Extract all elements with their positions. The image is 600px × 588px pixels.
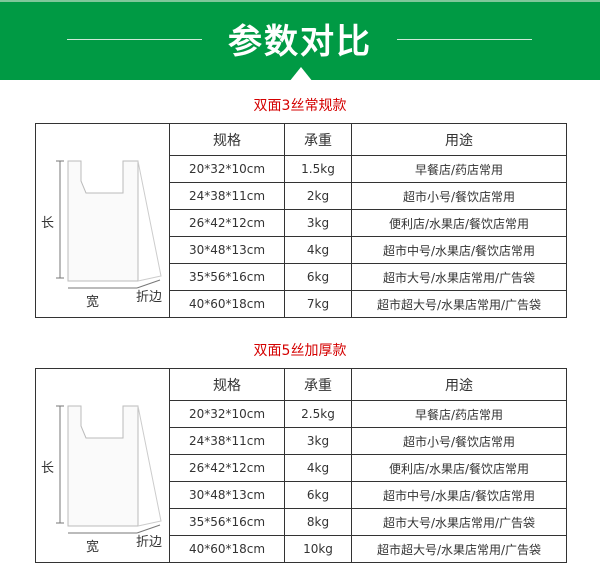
spec-cell: 35*56*16cm [169,263,285,291]
usage-cell: 便利店/水果店/餐饮店常用 [351,209,567,237]
table-row: 40*60*18cm 10kg 超市超大号/水果店常用/广告袋 [36,535,567,563]
usage-cell: 便利店/水果店/餐饮店常用 [351,454,567,482]
weight-cell: 10kg [284,535,352,563]
fold-label: 折边 [136,534,163,550]
bag-diagram [56,160,162,288]
table-row: 24*38*11cm 2kg 超市小号/餐饮店常用 [36,182,567,210]
notch-triangle [289,67,313,82]
divider [397,39,532,40]
width-label: 宽 [86,539,100,555]
weight-cell: 1.5kg [284,155,352,183]
spec-cell: 30*48*13cm [169,481,285,509]
header-usage: 用途 [351,368,567,401]
fold-label: 折边 [136,289,163,305]
table-row: 20*32*10cm 2.5kg 早餐店/药店常用 [36,400,567,428]
weight-cell: 6kg [284,481,352,509]
header-usage: 用途 [351,123,567,156]
weight-cell: 4kg [284,454,352,482]
weight-cell: 6kg [284,263,352,291]
spec-cell: 30*48*13cm [169,236,285,264]
weight-cell: 8kg [284,508,352,536]
usage-cell: 早餐店/药店常用 [351,400,567,428]
header-weight: 承重 [284,368,352,401]
spec-cell: 20*32*10cm [169,155,285,183]
usage-cell: 超市小号/餐饮店常用 [351,182,567,210]
table-header: 长 宽 折边 规格 承重 用途 [35,368,567,563]
diagram-cell: 长 宽 折边 [35,123,170,318]
table-row: 30*48*13cm 4kg 超市中号/水果店/餐饮店常用 [36,236,567,264]
weight-cell: 7kg [284,290,352,318]
width-label: 宽 [86,294,100,310]
table-header: 长 宽 折边 规格 承重 用途 [35,123,567,318]
page-title: 参数对比 [228,22,372,62]
length-label: 长 [41,215,55,231]
spec-cell: 40*60*18cm [169,290,285,318]
table-row: 30*48*13cm 6kg 超市中号/水果店/餐饮店常用 [36,481,567,509]
section-title: 双面3丝常规款 [253,98,347,114]
table-row: 20*32*10cm 1.5kg 早餐店/药店常用 [36,155,567,183]
header-banner: 参数对比 [0,0,600,82]
usage-cell: 超市大号/水果店常用/广告袋 [351,508,567,536]
usage-cell: 超市超大号/水果店常用/广告袋 [351,290,567,318]
bag-diagram [56,405,162,533]
usage-cell: 超市大号/水果店常用/广告袋 [351,263,567,291]
table-row: 40*60*18cm 7kg 超市超大号/水果店常用/广告袋 [36,290,567,318]
diagram-cell: 长 宽 折边 [35,368,170,563]
length-label: 长 [41,460,55,476]
weight-cell: 4kg [284,236,352,264]
spec-cell: 26*42*12cm [169,209,285,237]
header-spec: 规格 [169,368,285,401]
weight-cell: 2.5kg [284,400,352,428]
spec-cell: 24*38*11cm [169,182,285,210]
spec-cell: 26*42*12cm [169,454,285,482]
section-title: 双面5丝加厚款 [253,343,347,359]
usage-cell: 超市超大号/水果店常用/广告袋 [351,535,567,563]
weight-cell: 3kg [284,209,352,237]
table-row: 35*56*16cm 8kg 超市大号/水果店常用/广告袋 [36,508,567,536]
table-row: 24*38*11cm 3kg 超市小号/餐饮店常用 [36,427,567,455]
spec-cell: 24*38*11cm [169,427,285,455]
table-row: 26*42*12cm 4kg 便利店/水果店/餐饮店常用 [36,454,567,482]
usage-cell: 超市中号/水果店/餐饮店常用 [351,481,567,509]
spec-table: 长 宽 折边 规格 承重 用途 20*32*10cm 2.5kg 早餐店/药店常… [35,368,567,563]
header-weight: 承重 [284,123,352,156]
divider [67,39,202,40]
header-spec: 规格 [169,123,285,156]
weight-cell: 3kg [284,427,352,455]
spec-cell: 35*56*16cm [169,508,285,536]
usage-cell: 超市中号/水果店/餐饮店常用 [351,236,567,264]
spec-cell: 40*60*18cm [169,535,285,563]
spec-cell: 20*32*10cm [169,400,285,428]
usage-cell: 早餐店/药店常用 [351,155,567,183]
spec-table: 长 宽 折边 规格 承重 用途 20*32*10cm 1.5kg 早餐店/药店常… [35,123,567,318]
usage-cell: 超市小号/餐饮店常用 [351,427,567,455]
weight-cell: 2kg [284,182,352,210]
